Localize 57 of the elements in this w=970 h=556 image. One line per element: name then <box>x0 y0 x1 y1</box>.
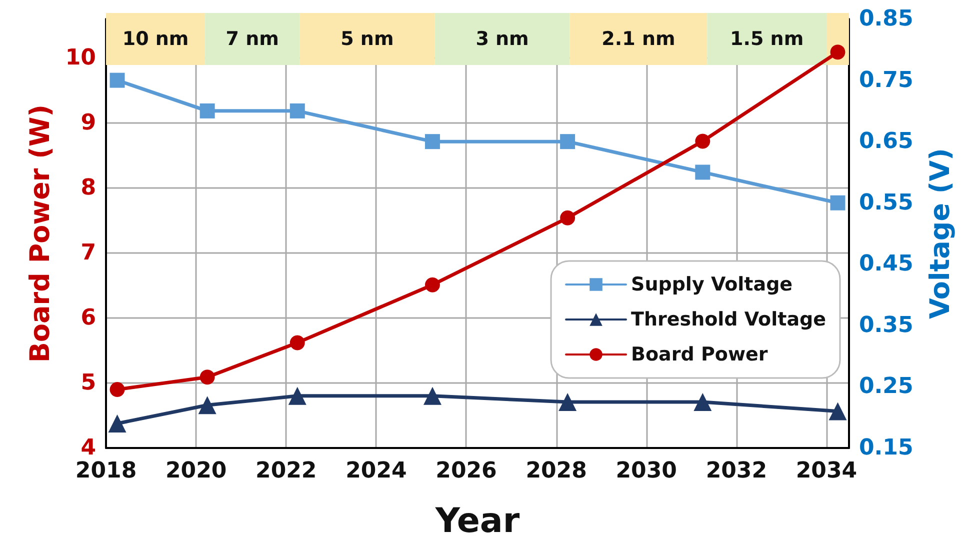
point <box>694 393 712 412</box>
y-tick-label: 9 <box>80 110 96 136</box>
band-label: 7 nm <box>226 28 279 50</box>
y-tick-label: 4 <box>80 436 96 460</box>
y2-tick-label: 0.15 <box>859 436 914 460</box>
y2-tick-label: 0.75 <box>859 68 914 93</box>
x-tick-label: 2022 <box>256 458 317 484</box>
legend-label: Board Power <box>631 344 768 366</box>
point <box>200 103 215 118</box>
point <box>423 386 442 405</box>
band-label: 1.5 nm <box>730 28 804 50</box>
point <box>198 396 216 414</box>
x-tick-label: 2020 <box>165 458 227 484</box>
y-tick-label: 5 <box>80 370 96 396</box>
y-tick-label: 10 <box>65 46 96 70</box>
y2-axis-title: Voltage (V) <box>925 148 956 319</box>
point <box>558 393 577 412</box>
x-tick-label: 2034 <box>796 458 858 484</box>
point <box>560 134 576 150</box>
y-axis-title: Board Power (W) <box>25 104 56 363</box>
point <box>695 134 710 149</box>
point <box>200 370 215 385</box>
y2-tick-label: 0.35 <box>859 312 914 338</box>
y2-tick-label: 0.45 <box>859 252 914 277</box>
band-label: 5 nm <box>340 28 394 50</box>
point <box>695 164 710 180</box>
x-tick-label: 2032 <box>706 458 768 484</box>
y2-tick-label: 0.85 <box>859 6 914 32</box>
band-label: 3 nm <box>476 28 529 50</box>
x-tick-label: 2028 <box>526 458 587 484</box>
y-tick-label: 8 <box>80 176 96 200</box>
point <box>560 210 576 226</box>
point <box>424 134 440 150</box>
point <box>424 277 440 292</box>
point <box>288 386 306 405</box>
y-tick-label: 6 <box>80 306 96 330</box>
y2-tick-label: 0.25 <box>859 374 914 400</box>
x-axis-title: Year <box>434 501 520 541</box>
band-label: 2.1 nm <box>602 28 676 50</box>
band-label: 10 nm <box>122 28 189 50</box>
point <box>830 195 846 210</box>
y2-tick-label: 0.65 <box>859 129 914 154</box>
x-tick-label: 2024 <box>346 458 407 484</box>
point <box>828 402 847 420</box>
x-tick-label: 2030 <box>616 458 677 484</box>
point <box>290 335 305 350</box>
point <box>108 414 126 432</box>
point <box>110 72 125 88</box>
legend-label: Threshold Voltage <box>631 308 826 330</box>
legend-label: Supply Voltage <box>631 274 793 296</box>
x-tick-label: 2018 <box>75 458 137 484</box>
point <box>110 382 125 397</box>
point <box>290 103 305 118</box>
y2-tick-label: 0.55 <box>859 190 914 216</box>
y-tick-label: 7 <box>80 240 96 266</box>
x-tick-label: 2026 <box>436 458 497 484</box>
point <box>830 44 846 60</box>
